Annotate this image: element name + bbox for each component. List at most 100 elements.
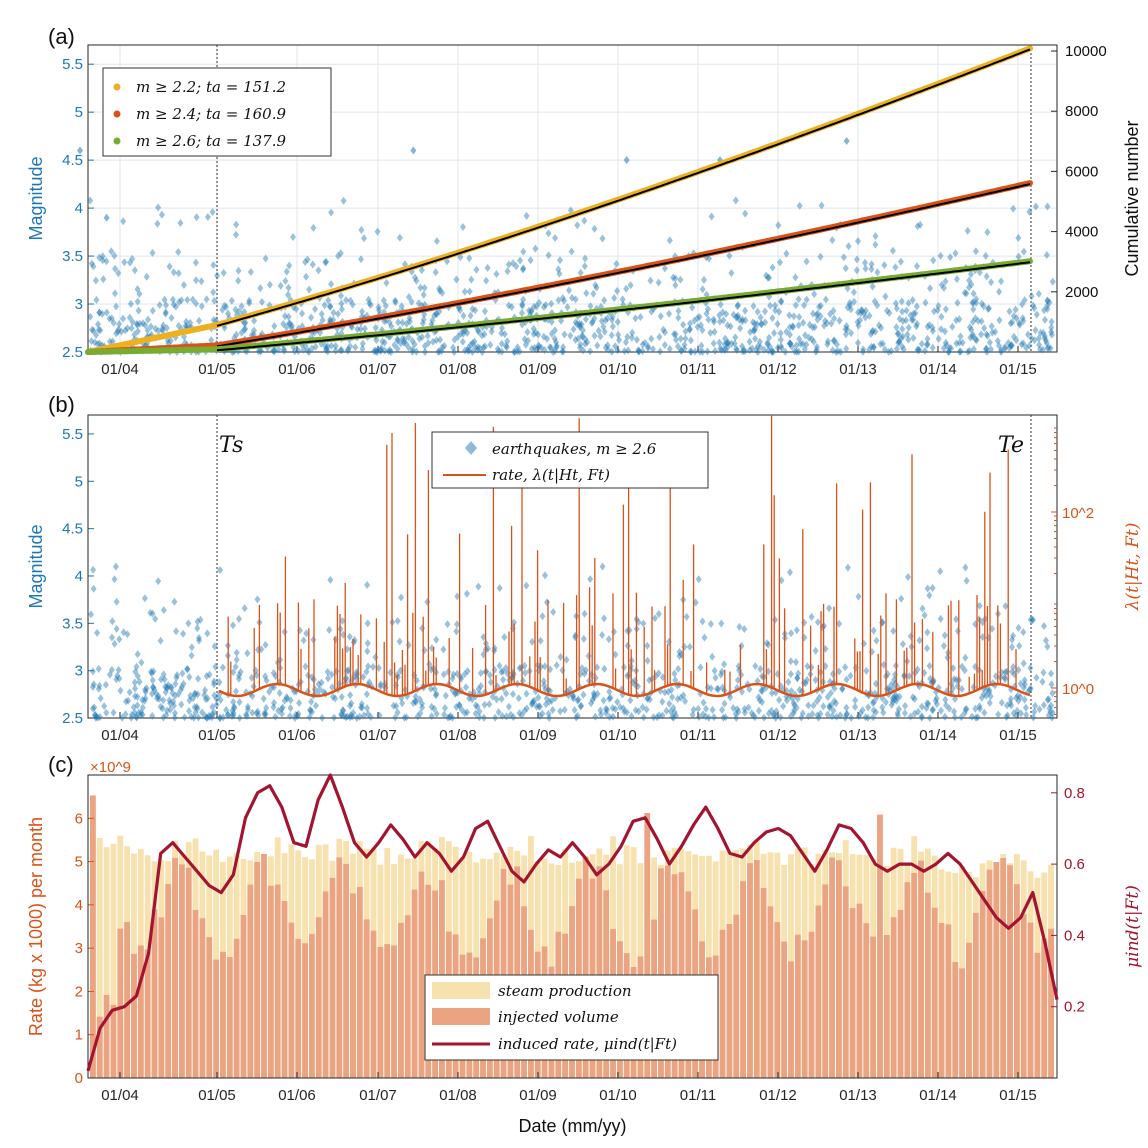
earthquake-marker [398,302,405,311]
earthquake-marker [591,691,598,700]
earthquake-marker [420,315,427,324]
earthquake-marker [496,661,503,670]
earthquake-marker [895,705,902,714]
earthquake-marker [1013,711,1020,720]
legend-label: induced rate, μind(t|Ft) [498,1035,677,1053]
earthquake-marker [1002,675,1009,684]
injected-bar [740,881,746,1078]
earthquake-marker [1044,695,1051,704]
earthquake-marker [954,298,961,307]
earthquake-marker [149,676,156,685]
earthquake-marker [553,341,560,350]
injected-bar [254,862,261,1078]
earthquake-marker [614,317,621,326]
earthquake-marker [569,293,575,302]
earthquake-marker [194,704,201,713]
earthquake-marker [633,335,640,344]
earthquake-marker [548,317,555,326]
earthquake-marker [605,345,612,354]
earthquake-marker [111,251,118,260]
earthquake-marker [791,706,797,715]
earthquake-marker [628,333,635,342]
earthquake-marker [88,610,94,619]
earthquake-marker [980,302,987,311]
injected-bar [172,858,178,1078]
earthquake-marker [915,707,922,716]
earthquake-marker [727,693,734,702]
earthquake-marker [608,331,615,340]
earthquake-marker [830,336,837,345]
earthquake-marker [115,325,122,334]
injected-bar [397,922,404,1078]
earthquake-marker [495,347,502,356]
panel-label: (c) [48,752,74,777]
earthquake-marker [579,332,586,341]
earthquake-marker [787,657,794,666]
earthquake-marker [560,347,567,356]
earthquake-marker [721,346,728,354]
x-tick-label: 01/05 [198,1087,236,1104]
earthquake-marker [367,301,374,309]
earthquake-marker [608,347,615,356]
earthquake-marker [520,247,527,256]
earthquake-marker [216,713,223,722]
earthquake-marker [718,619,725,628]
earthquake-marker [428,702,435,711]
earthquake-marker [1047,344,1054,353]
earthquake-marker [724,321,731,330]
earthquake-marker [814,342,820,351]
earthquake-marker [870,343,877,352]
earthquake-marker [548,696,555,705]
earthquake-marker [972,247,979,256]
earthquake-marker [472,701,479,710]
earthquake-marker [639,340,646,349]
earthquake-marker [897,257,904,266]
earthquake-marker [231,702,238,711]
x-tick-label: 01/08 [439,361,477,378]
earthquake-marker [259,298,265,306]
earthquake-marker [514,343,521,352]
earthquake-marker [483,667,490,676]
earthquake-marker [209,710,216,719]
y-tick-label: 4.5 [62,152,83,169]
earthquake-marker [94,713,101,722]
earthquake-marker [869,326,876,335]
earthquake-marker [1032,701,1039,710]
earthquake-marker [551,334,558,343]
earthquake-marker [408,297,415,306]
earthquake-marker [796,335,803,343]
earthquake-marker [327,302,334,311]
earthquake-marker [286,319,293,328]
earthquake-marker [123,697,130,706]
earthquake-marker [742,209,749,218]
injected-bar [767,906,774,1078]
earthquake-marker [732,709,739,718]
earthquake-marker [699,285,706,294]
earthquake-marker [646,676,653,685]
earthquake-marker [552,346,558,355]
earthquake-marker [817,709,824,718]
earthquake-marker [95,325,102,334]
earthquake-marker [133,712,140,721]
earthquake-marker [90,680,97,689]
earthquake-marker [1001,673,1008,682]
earthquake-marker [545,251,552,260]
earthquake-marker [193,213,200,222]
x-tick-label: 01/13 [839,361,877,378]
earthquake-marker [113,675,120,684]
earthquake-marker [895,329,902,338]
y2-tick-label: 6000 [1065,163,1098,180]
earthquake-marker [195,674,202,683]
earthquake-marker [461,709,468,718]
earthquake-marker [903,316,909,325]
earthquake-marker [1008,341,1015,349]
earthquake-marker [802,331,809,340]
earthquake-marker [879,339,886,348]
earthquake-marker [113,329,120,338]
earthquake-marker [91,703,98,712]
earthquake-marker [202,686,208,695]
earthquake-marker [374,227,381,236]
earthquake-marker [882,698,889,707]
earthquake-marker [722,334,729,343]
earthquake-marker [321,301,328,310]
